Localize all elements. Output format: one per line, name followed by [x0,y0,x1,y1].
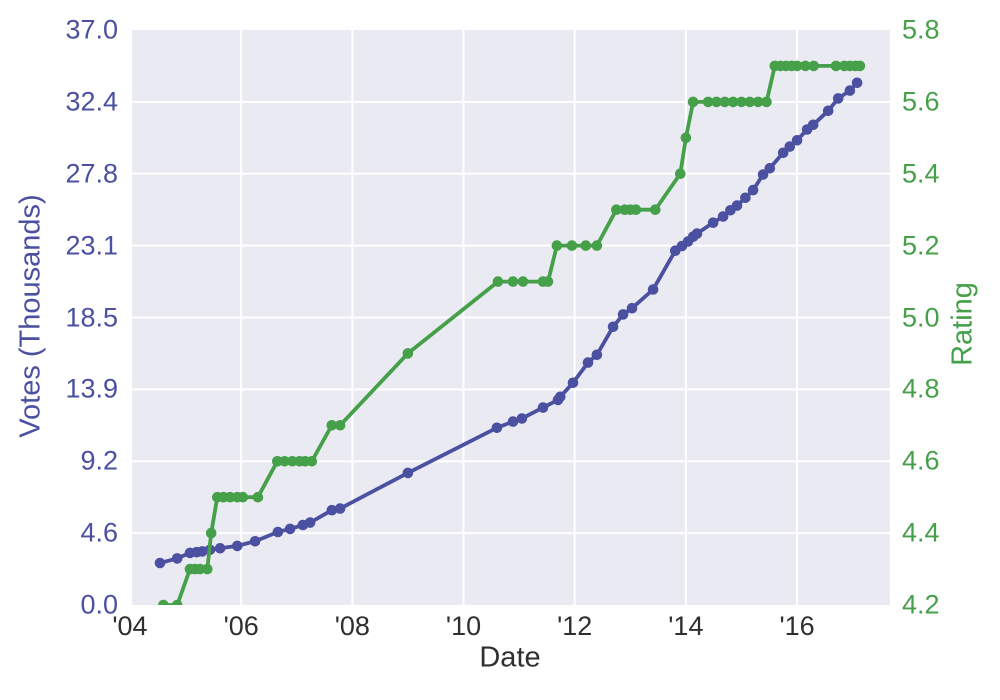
y-tick-label-left: 18.5 [65,302,118,332]
y-tick-label-right: 4.6 [902,445,940,476]
y-axis-label-right: Rating [946,282,979,366]
y-tick-label-right: 5.2 [902,230,940,261]
y-tick-label-right: 4.4 [902,517,940,548]
y-tick-label-left: 4.6 [80,517,118,548]
y-tick-label-right: 5.4 [902,158,940,189]
y-tick-label-left: 37.0 [65,14,118,45]
y-tick-label-right: 5.6 [902,86,940,117]
x-tick-label: '14 [668,611,704,641]
y-tick-label-right: 5.0 [902,302,940,332]
x-axis-label: Date [479,641,541,674]
y-tick-label-right: 4.2 [902,589,940,620]
y-tick-label-right: 4.8 [902,373,940,404]
x-tick-label: '12 [557,611,593,641]
y-tick-label-left: 23.1 [65,230,118,261]
x-tick-label: '06 [223,611,259,641]
y-tick-label-left: 27.8 [65,158,118,189]
x-tick-label: '10 [445,611,482,641]
x-tick-label: '08 [334,611,370,641]
y-tick-label-left: 9.2 [80,445,118,476]
x-tick-label: '04 [112,611,148,641]
x-tick-label: '16 [779,611,815,641]
y-tick-label-left: 13.9 [65,373,118,404]
y-axis-label-left: Votes (Thousands) [14,194,47,438]
y-tick-label-left: 32.4 [65,86,118,117]
y-tick-label-right: 5.8 [902,14,940,45]
y-tick-label-left: 0.0 [80,589,118,620]
